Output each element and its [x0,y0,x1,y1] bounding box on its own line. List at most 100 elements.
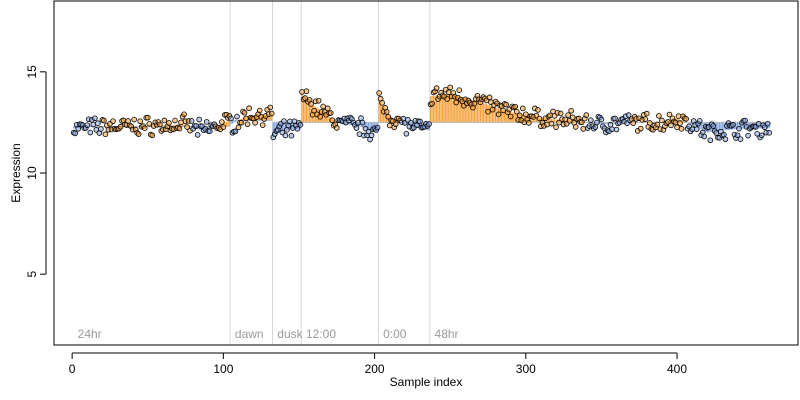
data-point [693,126,700,132]
data-point [734,132,741,139]
data-point [630,120,636,126]
data-point [333,125,340,131]
data-point [184,124,190,130]
data-point [327,110,334,116]
data-point [721,131,727,138]
data-point [556,119,562,126]
data-point [374,124,381,131]
data-point [196,116,202,123]
data-point [489,106,496,113]
data-point [256,107,263,114]
data-point [379,100,385,106]
data-point [358,115,364,121]
data-point [572,124,579,130]
data-point [131,116,137,123]
data-point [101,117,107,124]
data-point [206,128,213,134]
x-tick-label: 400 [667,362,687,376]
data-point [500,107,506,114]
data-point [471,100,478,107]
data-point [294,125,301,132]
data-point [444,96,450,102]
data-point [359,119,366,126]
data-point [485,108,491,115]
segment-label: dusk [277,327,303,341]
x-axis: 0 100 200 300 400 [69,352,687,376]
y-tick-label: 15 [25,65,39,79]
data-point [267,104,274,111]
data-point [580,126,587,132]
data-point [513,108,520,115]
data-point [353,125,360,131]
data-point [456,87,463,93]
data-point [701,133,708,140]
data-point [637,125,644,132]
data-point [166,120,172,126]
data-point [495,111,502,118]
data-point [544,121,550,128]
data-point [764,120,771,127]
data-point [193,123,199,129]
data-point [386,122,393,129]
data-point [228,115,234,122]
data-point [642,116,649,122]
data-point [102,131,109,138]
data-point [672,119,679,126]
data-point [117,123,124,130]
data-point [566,118,573,124]
data-point [722,136,729,143]
data-point [526,120,532,126]
data-point [713,130,720,136]
segment-label: dawn [235,327,264,341]
y-axis-label: Expression [9,143,23,202]
data-point [178,119,184,126]
data-point [324,105,331,112]
data-point [588,117,594,123]
data-point [666,111,673,118]
data-point [243,115,249,122]
data-point [299,89,305,95]
data-point [176,125,183,132]
data-point [523,111,529,118]
x-tick-label: 300 [516,362,536,376]
data-point [219,119,225,125]
data-point [429,100,435,107]
data-point [583,112,590,118]
data-point [282,132,289,139]
data-point [92,115,98,122]
data-point [745,132,751,139]
data-point [742,117,748,124]
segment-label: 24hr [78,327,102,341]
data-point [246,105,252,112]
data-point [766,130,773,136]
data-point [181,111,187,118]
data-point [659,117,665,124]
data-point [578,119,585,126]
data-point [188,118,195,124]
data-point [244,121,251,128]
y-tick-label: 5 [25,271,39,278]
data-point [535,107,541,113]
x-tick-label: 0 [69,362,76,376]
data-point [417,118,423,125]
data-point [677,120,683,126]
data-point [95,120,101,126]
data-point [303,88,310,95]
data-point [288,132,295,139]
data-point [385,113,391,120]
data-point [674,124,680,131]
data-point [516,112,523,119]
data-point [707,137,714,144]
data-point [376,90,382,96]
segment-label: 12:00 [306,327,336,341]
x-tick-label: 100 [213,362,233,376]
data-point [75,125,81,132]
data-point [149,132,156,139]
data-point [736,125,742,132]
x-tick-label: 200 [365,362,385,376]
data-point [689,126,695,133]
data-point [110,118,116,124]
data-point [536,115,543,122]
data-point [625,112,632,118]
data-point [568,107,574,114]
